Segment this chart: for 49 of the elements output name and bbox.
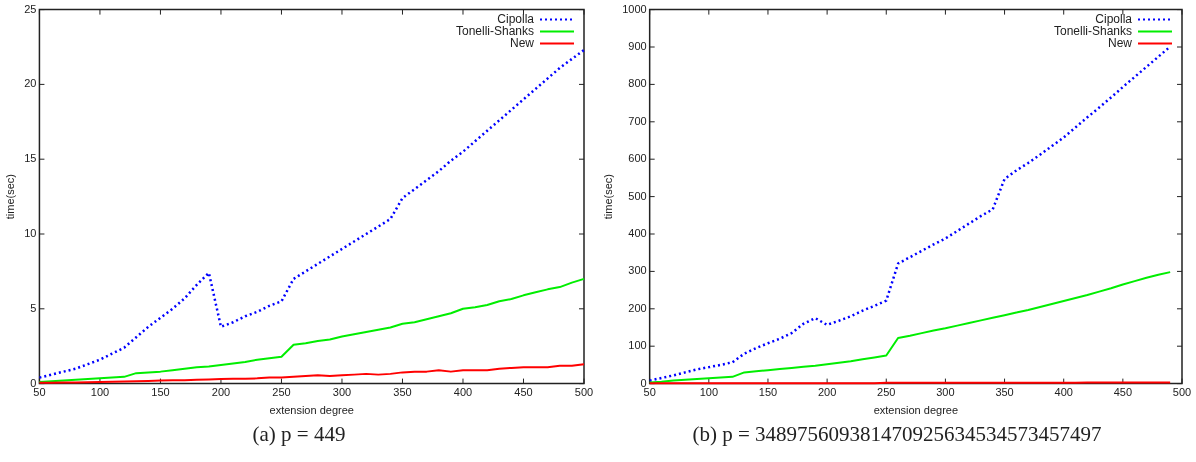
legend-label: Cipolla	[1095, 11, 1133, 26]
y-tick-label: 700	[628, 114, 647, 127]
legend-label: Cipolla	[497, 11, 535, 26]
y-tick-label: 10	[24, 227, 37, 240]
x-tick-label: 100	[699, 386, 718, 399]
y-tick-label: 15	[24, 152, 37, 165]
x-tick-label: 350	[393, 386, 412, 399]
y-tick-label: 25	[24, 2, 37, 15]
x-tick-label: 100	[90, 386, 110, 399]
x-tick-label: 150	[151, 386, 170, 399]
y-tick-label: 600	[628, 152, 647, 165]
x-tick-label: 50	[33, 386, 46, 399]
x-tick-label: 150	[758, 386, 778, 399]
x-tick-label: 450	[1113, 386, 1133, 399]
line-series	[38, 48, 586, 379]
x-tick-label: 50	[643, 386, 656, 399]
y-axis-title: time(sec)	[601, 173, 614, 220]
x-axis-title: extension degree	[873, 404, 959, 417]
y-axis-title: time(sec)	[3, 173, 16, 220]
x-tick-label: 500	[1172, 386, 1192, 399]
y-tick-label: 500	[628, 189, 647, 202]
x-tick-label: 250	[877, 386, 896, 399]
y-tick-label: 300	[628, 264, 647, 277]
x-tick-label: 300	[332, 386, 352, 399]
x-tick-label: 250	[272, 386, 291, 399]
y-tick-label: 400	[628, 227, 647, 240]
legend-label: New	[509, 35, 535, 50]
legend-label: New	[1107, 35, 1133, 50]
y-tick-label: 900	[628, 40, 647, 53]
x-tick-label: 500	[574, 386, 594, 399]
x-axis-title: extension degree	[269, 404, 354, 417]
y-tick-label: 200	[628, 301, 647, 314]
y-tick-label: 0	[30, 376, 37, 389]
text: (b) p = 348975609381470925634534573457497	[692, 422, 1102, 447]
line-series	[648, 45, 1172, 382]
x-tick-label: 200	[817, 386, 837, 399]
x-tick-label: 400	[453, 386, 473, 399]
y-tick-label: 5	[30, 301, 37, 314]
text: (a) p = 449	[252, 422, 346, 447]
y-tick-label: 800	[628, 77, 647, 90]
y-tick-label: 0	[640, 376, 647, 389]
x-tick-label: 450	[514, 386, 533, 399]
x-tick-label: 400	[1054, 386, 1073, 399]
y-tick-label: 1000	[622, 2, 647, 15]
y-tick-label: 20	[24, 77, 37, 90]
y-tick-label: 100	[628, 339, 647, 352]
x-tick-label: 300	[936, 386, 955, 399]
x-tick-label: 200	[211, 386, 231, 399]
x-tick-label: 350	[995, 386, 1014, 399]
